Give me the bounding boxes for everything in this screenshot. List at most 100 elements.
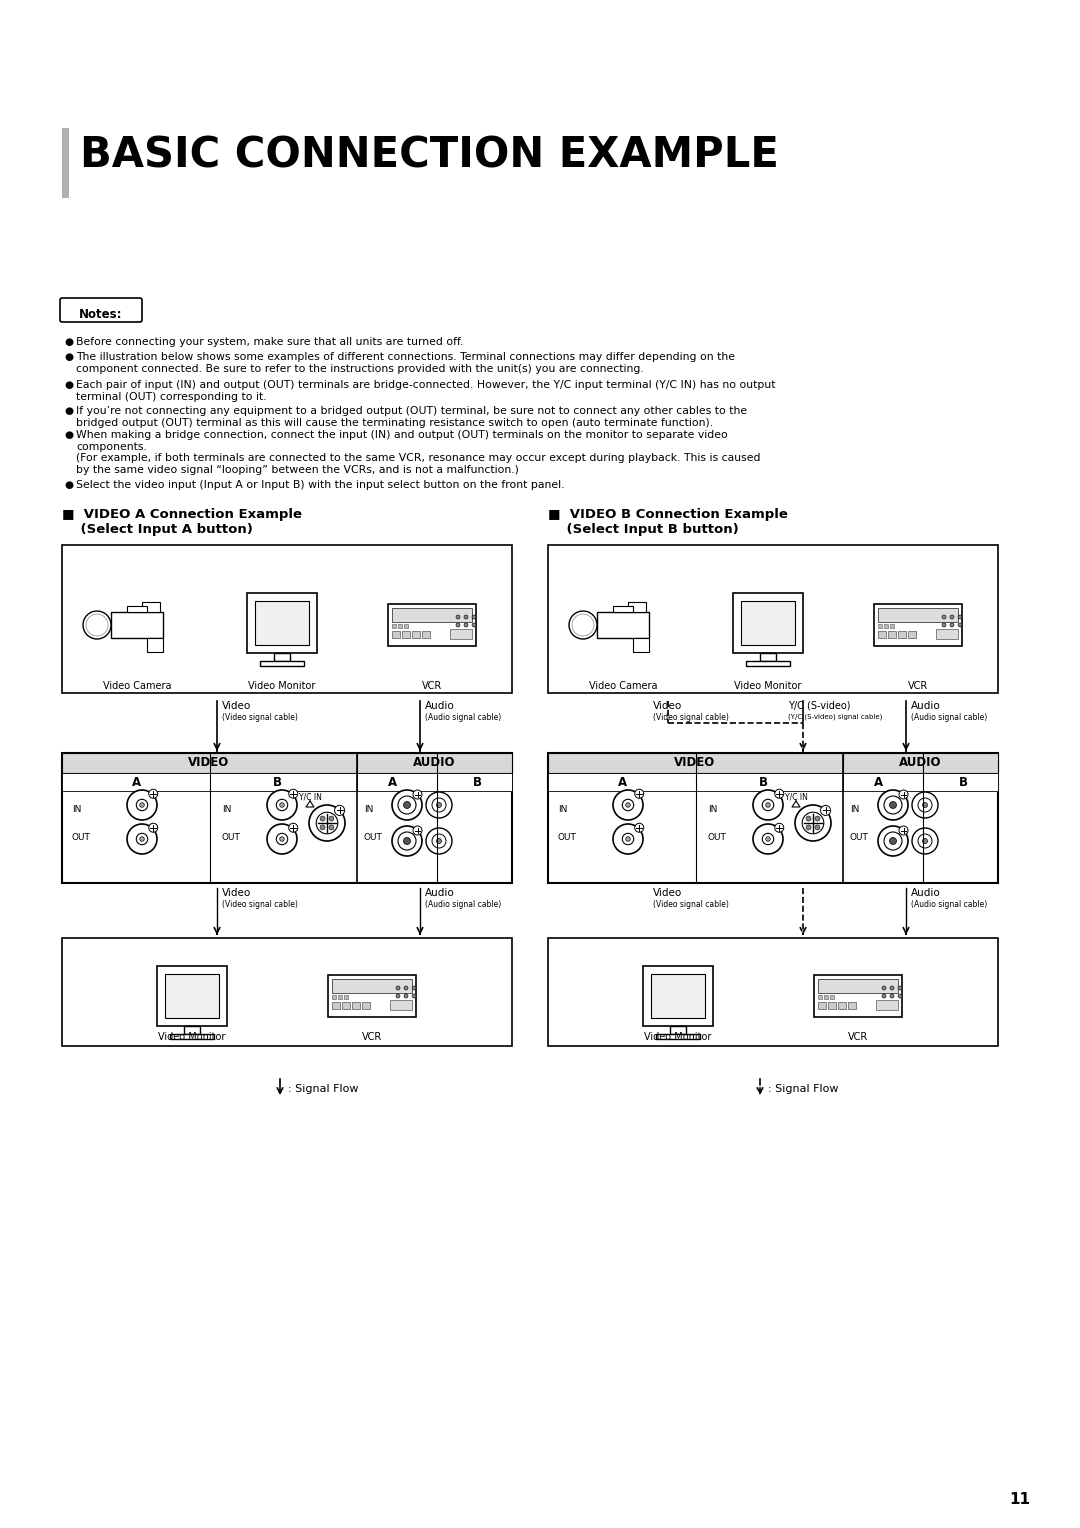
Bar <box>62 128 69 199</box>
Circle shape <box>918 834 932 848</box>
Text: ■  VIDEO A Connection Example: ■ VIDEO A Connection Example <box>62 507 302 521</box>
Bar <box>548 545 998 694</box>
Bar <box>392 608 472 622</box>
Bar <box>170 1034 214 1039</box>
Text: IN: IN <box>850 805 860 814</box>
Text: AUDIO: AUDIO <box>413 756 456 769</box>
Circle shape <box>958 623 962 626</box>
Circle shape <box>404 837 410 845</box>
Text: ■  VIDEO B Connection Example: ■ VIDEO B Connection Example <box>548 507 788 521</box>
Text: Audio: Audio <box>912 701 941 711</box>
Circle shape <box>918 798 932 811</box>
Text: B: B <box>473 776 482 788</box>
Circle shape <box>753 790 783 821</box>
Circle shape <box>569 611 597 639</box>
Bar <box>818 979 897 993</box>
Text: Select the video input (Input A or Input B) with the input select button on the : Select the video input (Input A or Input… <box>76 480 565 490</box>
Text: Audio: Audio <box>912 888 941 898</box>
Circle shape <box>329 825 334 830</box>
Bar <box>828 1002 836 1008</box>
Circle shape <box>806 825 811 830</box>
Circle shape <box>280 802 284 807</box>
Circle shape <box>149 824 158 833</box>
Text: IN: IN <box>222 805 231 814</box>
Bar <box>831 995 834 999</box>
Text: When making a bridge connection, connect the input (IN) and output (OUT) termina: When making a bridge connection, connect… <box>76 429 760 475</box>
Text: B: B <box>758 776 768 788</box>
Bar <box>885 623 888 628</box>
Text: Video Monitor: Video Monitor <box>248 681 315 691</box>
Circle shape <box>762 799 773 811</box>
Circle shape <box>572 614 594 636</box>
Bar <box>332 995 336 999</box>
Circle shape <box>890 837 896 845</box>
Bar <box>627 602 646 613</box>
Circle shape <box>456 623 460 626</box>
Text: B: B <box>959 776 968 788</box>
Bar <box>328 975 416 1018</box>
Circle shape <box>890 986 894 990</box>
Bar <box>390 999 411 1010</box>
Text: Video Camera: Video Camera <box>103 681 172 691</box>
Circle shape <box>288 824 298 833</box>
Bar <box>345 995 348 999</box>
Circle shape <box>413 827 422 834</box>
Text: (Video signal cable): (Video signal cable) <box>653 900 729 909</box>
Bar <box>411 631 420 639</box>
Circle shape <box>912 792 939 817</box>
Text: (Video signal cable): (Video signal cable) <box>222 900 298 909</box>
Circle shape <box>885 796 902 814</box>
Bar <box>613 607 633 613</box>
Circle shape <box>580 622 586 628</box>
Bar <box>147 639 163 652</box>
Circle shape <box>774 790 784 798</box>
Circle shape <box>267 824 297 854</box>
Circle shape <box>821 805 831 816</box>
Text: A: A <box>619 776 627 788</box>
Circle shape <box>86 614 108 636</box>
Circle shape <box>766 802 770 807</box>
Circle shape <box>127 790 157 821</box>
Bar <box>111 613 163 639</box>
Circle shape <box>890 995 894 998</box>
Circle shape <box>413 790 422 799</box>
Circle shape <box>622 799 634 811</box>
Bar <box>362 1002 370 1008</box>
Text: (Audio signal cable): (Audio signal cable) <box>426 900 501 909</box>
Bar <box>670 1025 686 1034</box>
Text: VCR: VCR <box>362 1031 382 1042</box>
Circle shape <box>396 986 400 990</box>
Bar <box>818 1002 826 1008</box>
Circle shape <box>149 790 158 798</box>
Bar <box>255 601 309 645</box>
Circle shape <box>83 611 111 639</box>
Circle shape <box>899 827 908 834</box>
Circle shape <box>878 827 908 856</box>
Text: Video Monitor: Video Monitor <box>159 1031 226 1042</box>
Bar <box>548 753 998 883</box>
Bar <box>848 1002 856 1008</box>
Text: : Signal Flow: : Signal Flow <box>768 1083 838 1094</box>
Bar <box>62 753 357 773</box>
Bar <box>392 623 396 628</box>
Text: IN: IN <box>72 805 81 814</box>
Text: Before connecting your system, make sure that all units are turned off.: Before connecting your system, make sure… <box>76 338 463 347</box>
Circle shape <box>309 805 345 840</box>
Bar <box>357 773 512 792</box>
Bar <box>656 1034 700 1039</box>
Circle shape <box>280 837 284 842</box>
Circle shape <box>436 839 442 843</box>
Text: IN: IN <box>364 805 374 814</box>
Bar <box>422 631 430 639</box>
Circle shape <box>404 995 408 998</box>
Bar <box>127 607 147 613</box>
Circle shape <box>942 623 946 626</box>
Circle shape <box>392 827 422 856</box>
Circle shape <box>139 837 145 842</box>
Text: VCR: VCR <box>422 681 442 691</box>
Circle shape <box>456 614 460 619</box>
Bar <box>184 1025 200 1034</box>
Bar <box>388 604 476 646</box>
Circle shape <box>136 833 148 845</box>
Circle shape <box>320 816 325 821</box>
